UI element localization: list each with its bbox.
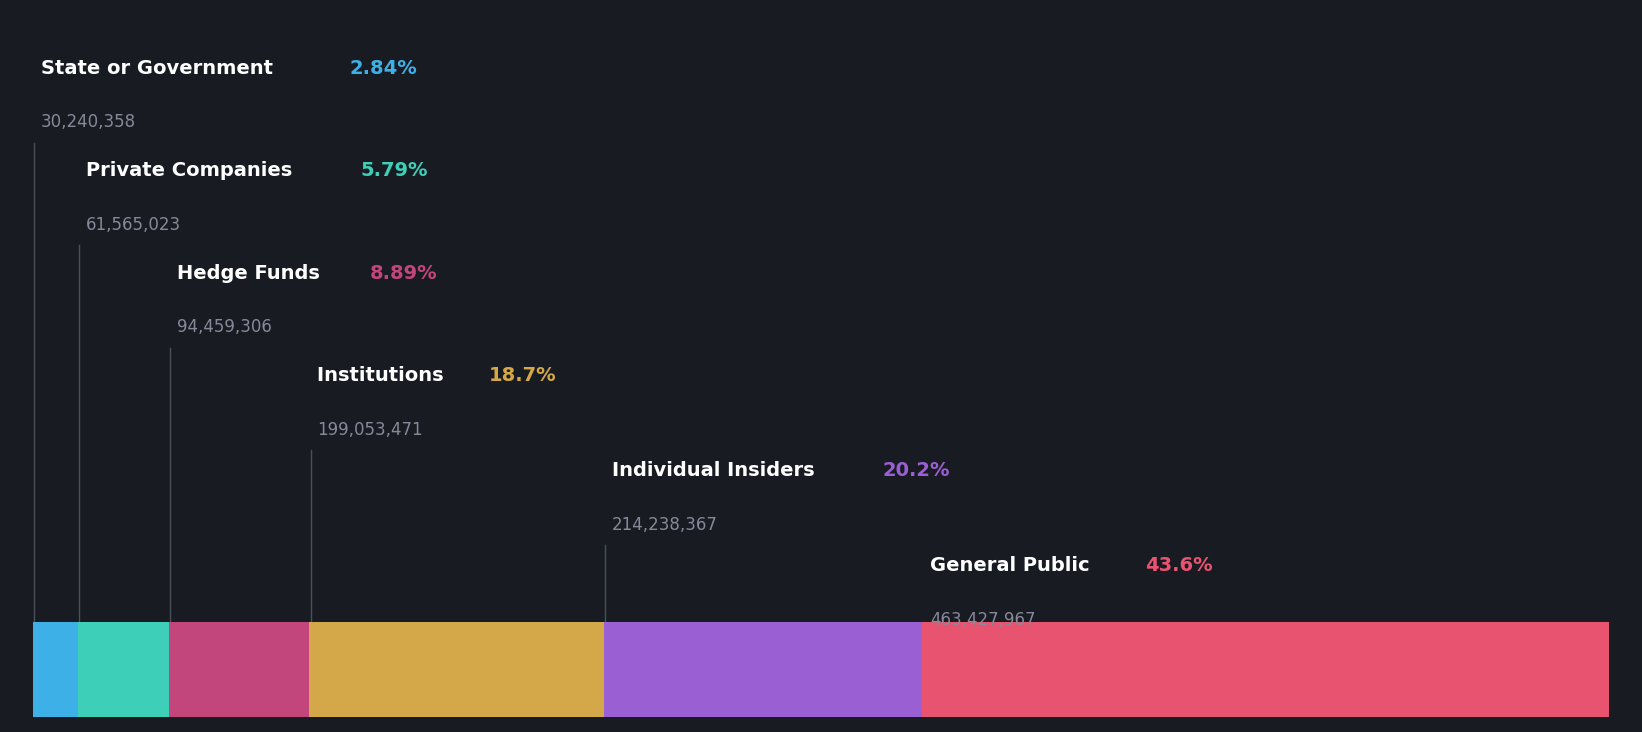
Bar — [169, 622, 309, 717]
Text: 18.7%: 18.7% — [489, 366, 557, 385]
Text: General Public: General Public — [931, 556, 1097, 575]
Text: 463,427,967: 463,427,967 — [931, 611, 1036, 630]
Text: 61,565,023: 61,565,023 — [85, 216, 181, 234]
Text: 30,240,358: 30,240,358 — [41, 113, 136, 132]
Bar — [923, 622, 1609, 717]
Text: 94,459,306: 94,459,306 — [177, 318, 273, 337]
Text: 20.2%: 20.2% — [882, 461, 949, 480]
Bar — [77, 622, 169, 717]
Bar — [604, 622, 923, 717]
Text: Private Companies: Private Companies — [85, 161, 299, 180]
Text: 199,053,471: 199,053,471 — [317, 421, 422, 439]
Text: Hedge Funds: Hedge Funds — [177, 264, 327, 283]
Text: 2.84%: 2.84% — [350, 59, 417, 78]
Text: Individual Insiders: Individual Insiders — [612, 461, 821, 480]
Text: 8.89%: 8.89% — [369, 264, 438, 283]
Text: 43.6%: 43.6% — [1144, 556, 1212, 575]
Text: State or Government: State or Government — [41, 59, 279, 78]
Bar — [309, 622, 604, 717]
Text: Institutions: Institutions — [317, 366, 450, 385]
Text: 5.79%: 5.79% — [361, 161, 429, 180]
Bar — [33, 622, 77, 717]
Text: 214,238,367: 214,238,367 — [612, 516, 718, 534]
